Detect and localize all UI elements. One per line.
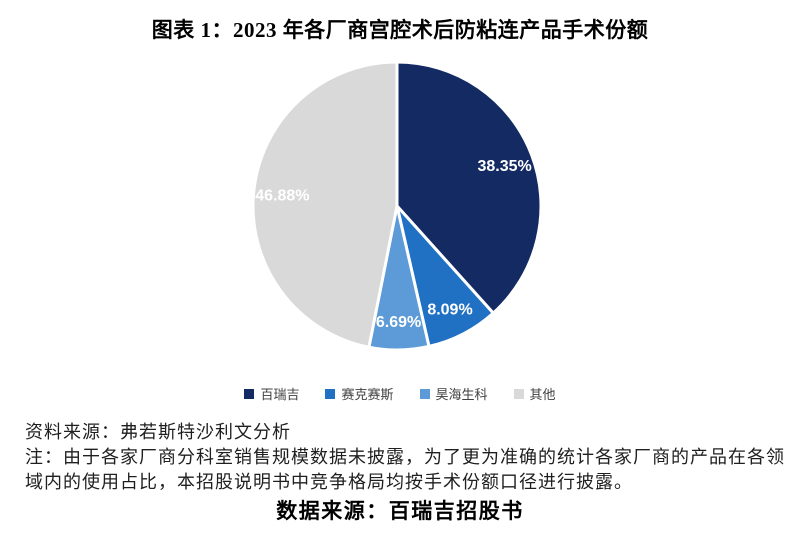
pie-slice-label-赛克赛斯: 8.09% [427,301,472,318]
chart-legend: 百瑞吉 赛克赛斯 昊海生科 其他 [0,384,800,403]
data-source-note: 数据来源：百瑞吉招股书 [276,499,524,523]
pie-slice-label-百瑞吉: 38.35% [477,158,531,175]
legend-item-百瑞吉: 百瑞吉 [244,384,299,403]
pie-slice-label-其他: 46.88% [255,188,309,205]
legend-label: 赛克赛斯 [341,387,394,402]
chart-title: 图表 1：2023 年各厂商宫腔术后防粘连产品手术份额 [151,18,649,42]
legend-swatch-icon [513,388,524,399]
legend-label: 其他 [529,387,556,402]
legend-swatch-icon [419,388,430,399]
pie-slice-其他 [251,60,399,349]
legend-label: 百瑞吉 [260,387,300,402]
source-note: 资料来源：弗若斯特沙利文分析 [25,422,291,442]
legend-swatch-icon [325,388,336,399]
pie-chart: 38.35% 8.09% 6.69% 46.88% [247,56,547,356]
pie-slice-label-昊海生科: 6.69% [376,314,421,331]
legend-item-其他: 其他 [513,384,556,403]
pie-chart-svg: 38.35% 8.09% 6.69% 46.88% [251,60,543,352]
note-line-1: 注：由于各家厂商分科室销售规模数据未披露，为了更为准确的统计各家厂商的产品在各领 [25,447,785,467]
pie-slice-百瑞吉 [395,60,543,315]
note-line-2: 域内的使用占比，本招股说明书中竞争格局均按手术份额口径进行披露。 [25,472,633,492]
legend-item-昊海生科: 昊海生科 [419,384,488,403]
legend-item-赛克赛斯: 赛克赛斯 [325,384,394,403]
legend-swatch-icon [244,388,255,399]
legend-label: 昊海生科 [435,387,488,402]
